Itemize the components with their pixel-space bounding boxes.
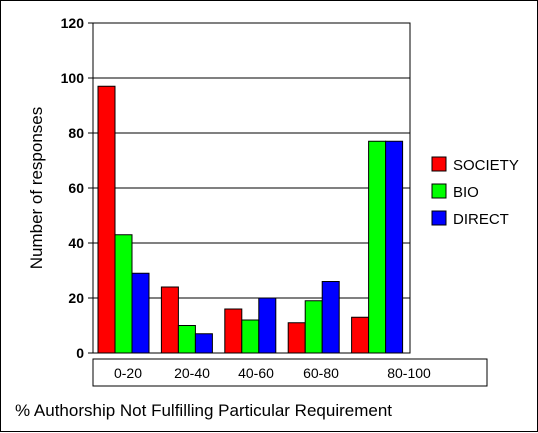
bar-direct-0-20	[131, 272, 150, 354]
bar-bio-0-20	[114, 234, 133, 354]
bar-direct-40-60	[258, 297, 277, 354]
x-tick-label: 0-20	[114, 365, 142, 381]
y-tick-label: 60	[68, 180, 84, 196]
bar-direct-20-40	[194, 333, 213, 354]
bar-bio-60-80	[304, 300, 323, 354]
x-tick-labels: 0-20 20-40 40-60 60-80 80-100	[114, 365, 431, 381]
y-tick-label: 100	[61, 70, 85, 86]
y-tick-label: 20	[68, 290, 84, 306]
x-tick-label: 60-80	[303, 365, 339, 381]
bar-bio-80-100	[368, 140, 387, 354]
x-tick-label: 80-100	[387, 365, 431, 381]
bar-society-80-100	[351, 316, 370, 354]
x-category-box	[92, 358, 488, 387]
bar-bio-20-40	[177, 325, 196, 354]
legend-swatch-bio	[431, 183, 447, 199]
bar-society-0-20	[97, 85, 116, 354]
bar-direct-60-80	[321, 281, 340, 354]
bar-society-60-80	[287, 322, 306, 354]
y-tick-label: 0	[76, 345, 84, 361]
x-axis-label: % Authorship Not Fulfilling Particular R…	[15, 401, 392, 420]
y-tick-label: 40	[68, 235, 84, 251]
y-tick-label: 120	[61, 15, 85, 31]
y-tick-label: 80	[68, 125, 84, 141]
legend-label-society: SOCIETY	[453, 157, 519, 174]
legend-label-bio: BIO	[453, 184, 479, 201]
bar-bio-40-60	[241, 319, 260, 354]
y-axis-label: Number of responses	[27, 107, 46, 270]
legend-swatch-direct	[431, 210, 447, 226]
legend-swatch-society	[431, 156, 447, 172]
bar-society-40-60	[224, 308, 243, 354]
legend: SOCIETY BIO DIRECT	[431, 156, 519, 228]
x-tick-label: 40-60	[238, 365, 274, 381]
legend-label-direct: DIRECT	[453, 211, 509, 228]
bar-direct-80-100	[385, 140, 404, 354]
x-tick-label: 20-40	[174, 365, 210, 381]
y-tick-labels: 0 20 40 60 80 100 120	[61, 15, 93, 361]
bars	[97, 85, 404, 354]
bar-society-20-40	[160, 286, 179, 354]
